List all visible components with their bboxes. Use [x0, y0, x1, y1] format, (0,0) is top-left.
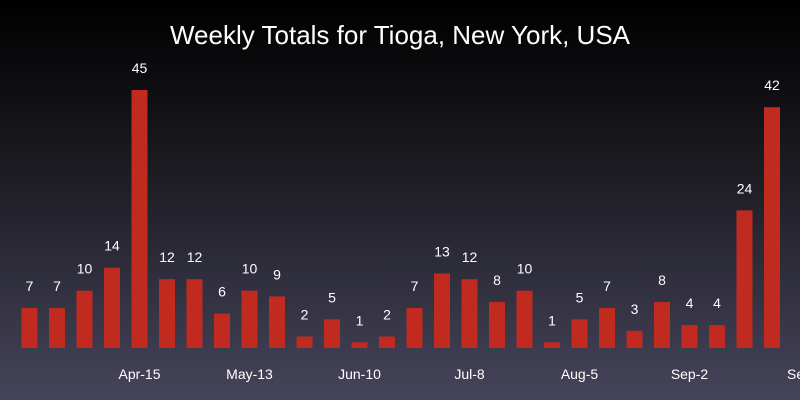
x-tick-labels-group: Apr-15 May-13 Jun-10 Jul-8 Aug-5 Sep-2 Sep [118, 366, 800, 382]
bar [489, 302, 505, 348]
bar-value-label: 12 [187, 249, 203, 265]
x-tick-label: May-13 [226, 366, 273, 382]
bar [407, 308, 423, 348]
x-tick-label: Aug-5 [561, 366, 599, 382]
bar [434, 274, 450, 349]
bar-value-label: 8 [658, 272, 666, 288]
bar [682, 325, 698, 348]
bar-value-label: 7 [603, 278, 611, 294]
bars-group [22, 90, 781, 348]
bar [544, 342, 560, 348]
bar-value-label: 4 [713, 295, 721, 311]
bar [737, 210, 753, 348]
bar-value-label: 24 [737, 180, 753, 196]
bar [709, 325, 725, 348]
x-tick-label: Sep-2 [671, 366, 709, 382]
bar-value-label: 6 [218, 284, 226, 300]
bar-value-label: 7 [53, 278, 61, 294]
bar-value-label: 3 [631, 301, 639, 317]
bar-value-label: 7 [26, 278, 34, 294]
bar [572, 319, 588, 348]
bar-value-label: 12 [159, 249, 175, 265]
bar-value-label: 8 [493, 272, 501, 288]
x-tick-label: Sep [787, 366, 800, 382]
x-tick-label: Apr-15 [118, 366, 160, 382]
bar [269, 296, 285, 348]
bar [297, 337, 313, 349]
x-tick-label: Jun-10 [338, 366, 381, 382]
bar-value-label: 4 [686, 295, 694, 311]
bar-value-label: 9 [273, 266, 281, 282]
bar [187, 279, 203, 348]
x-tick-label: Jul-8 [454, 366, 485, 382]
bar [132, 90, 148, 348]
bar-value-label: 2 [301, 307, 309, 323]
bar [379, 337, 395, 349]
bar-value-label: 45 [132, 60, 148, 76]
bar [214, 314, 230, 348]
chart-title: Weekly Totals for Tioga, New York, USA [170, 20, 631, 50]
bar-value-label: 1 [356, 312, 364, 328]
bar [517, 291, 533, 348]
bar [324, 319, 340, 348]
bar-value-label: 2 [383, 307, 391, 323]
bar [462, 279, 478, 348]
bar [654, 302, 670, 348]
bar-value-label: 10 [242, 261, 258, 277]
bar-value-label: 12 [462, 249, 478, 265]
bar [159, 279, 175, 348]
bar [599, 308, 615, 348]
bar [49, 308, 65, 348]
bar-value-label: 5 [576, 289, 584, 305]
bar-value-label: 14 [104, 238, 120, 254]
bar-value-label: 13 [434, 244, 450, 260]
bar-value-label: 7 [411, 278, 419, 294]
bar [77, 291, 93, 348]
bar-value-label: 5 [328, 289, 336, 305]
bar-value-label: 42 [764, 77, 780, 93]
bar-value-label: 10 [77, 261, 93, 277]
bar [764, 107, 780, 348]
bar [22, 308, 38, 348]
bar [242, 291, 258, 348]
bar [104, 268, 120, 348]
bar-value-label: 1 [548, 312, 556, 328]
bar-value-label: 10 [517, 261, 533, 277]
bar [627, 331, 643, 348]
bar [352, 342, 368, 348]
